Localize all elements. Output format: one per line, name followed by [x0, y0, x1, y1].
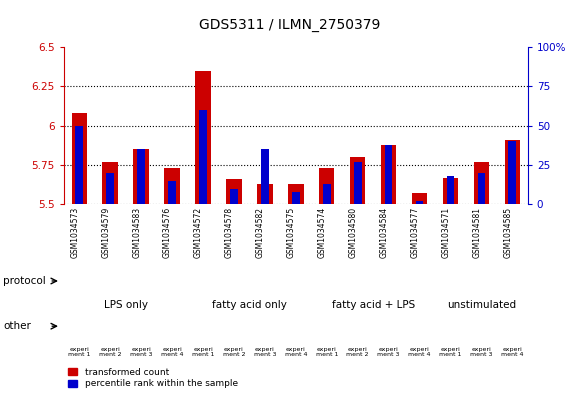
Text: GDS5311 / ILMN_2750379: GDS5311 / ILMN_2750379: [200, 18, 380, 32]
Bar: [505, 140, 520, 204]
Bar: [354, 162, 361, 204]
Text: other: other: [3, 321, 31, 331]
Text: GSM1034576: GSM1034576: [163, 207, 172, 259]
Text: experi
ment 3: experi ment 3: [253, 347, 276, 357]
Text: experi
ment 1: experi ment 1: [68, 347, 90, 357]
Bar: [509, 141, 516, 204]
Bar: [103, 162, 118, 204]
Bar: [319, 168, 335, 204]
Text: GSM1034573: GSM1034573: [70, 207, 79, 259]
Bar: [257, 184, 273, 204]
Text: experi
ment 1: experi ment 1: [316, 347, 338, 357]
Text: experi
ment 2: experi ment 2: [223, 347, 245, 357]
Bar: [106, 173, 114, 204]
Text: GSM1034574: GSM1034574: [318, 207, 327, 259]
Text: GSM1034575: GSM1034575: [287, 207, 296, 259]
Text: LPS only: LPS only: [104, 299, 148, 310]
Bar: [381, 145, 396, 204]
Text: GSM1034585: GSM1034585: [503, 207, 512, 258]
Text: GSM1034582: GSM1034582: [256, 207, 265, 258]
Bar: [137, 149, 145, 204]
Bar: [350, 157, 365, 204]
Text: GSM1034577: GSM1034577: [411, 207, 419, 259]
Bar: [477, 173, 485, 204]
Bar: [288, 184, 303, 204]
Bar: [292, 192, 300, 204]
Bar: [133, 149, 149, 204]
Text: GSM1034581: GSM1034581: [472, 207, 481, 258]
Text: experi
ment 2: experi ment 2: [346, 347, 369, 357]
Text: GSM1034580: GSM1034580: [349, 207, 358, 258]
Bar: [75, 126, 83, 204]
Text: experi
ment 4: experi ment 4: [161, 347, 183, 357]
Text: experi
ment 3: experi ment 3: [470, 347, 492, 357]
Bar: [474, 162, 489, 204]
Bar: [412, 193, 427, 204]
Bar: [447, 176, 454, 204]
Text: GSM1034571: GSM1034571: [441, 207, 451, 258]
Text: GSM1034583: GSM1034583: [132, 207, 141, 258]
Text: experi
ment 1: experi ment 1: [192, 347, 214, 357]
Bar: [230, 189, 238, 204]
Bar: [195, 71, 211, 204]
Bar: [71, 113, 87, 204]
Bar: [199, 110, 207, 204]
Bar: [416, 201, 423, 204]
Bar: [226, 179, 242, 204]
Text: GSM1034578: GSM1034578: [225, 207, 234, 258]
Text: fatty acid + LPS: fatty acid + LPS: [332, 299, 415, 310]
Bar: [261, 149, 269, 204]
Text: experi
ment 3: experi ment 3: [378, 347, 400, 357]
Text: GSM1034572: GSM1034572: [194, 207, 203, 258]
Legend: transformed count, percentile rank within the sample: transformed count, percentile rank withi…: [68, 368, 238, 389]
Bar: [164, 168, 180, 204]
Text: experi
ment 1: experi ment 1: [439, 347, 462, 357]
Text: experi
ment 3: experi ment 3: [130, 347, 153, 357]
Bar: [168, 181, 176, 204]
Text: experi
ment 4: experi ment 4: [285, 347, 307, 357]
Bar: [443, 178, 458, 204]
Text: protocol: protocol: [3, 276, 46, 286]
Text: experi
ment 2: experi ment 2: [99, 347, 121, 357]
Text: unstimulated: unstimulated: [447, 299, 516, 310]
Text: experi
ment 4: experi ment 4: [501, 347, 524, 357]
Bar: [323, 184, 331, 204]
Text: experi
ment 4: experi ment 4: [408, 347, 431, 357]
Text: GSM1034579: GSM1034579: [101, 207, 110, 259]
Text: GSM1034584: GSM1034584: [379, 207, 389, 258]
Text: fatty acid only: fatty acid only: [212, 299, 287, 310]
Bar: [385, 145, 393, 204]
